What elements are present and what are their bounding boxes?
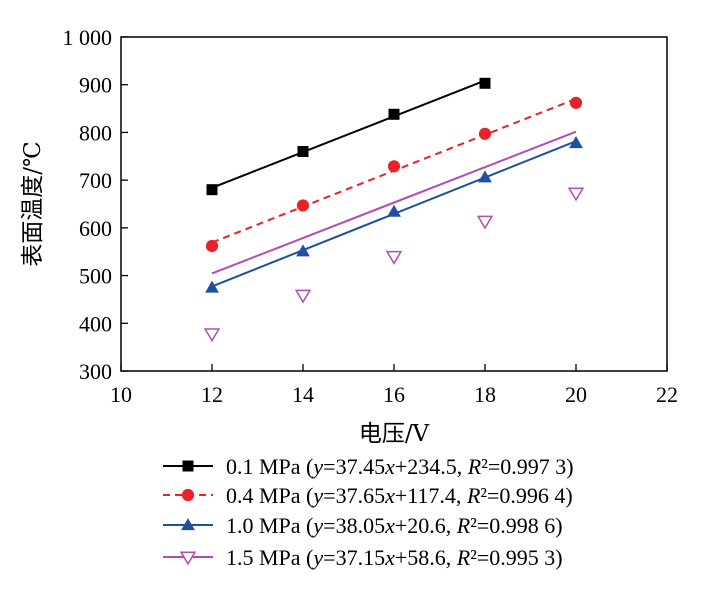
legend-label: 1.5 MPa (y=37.15x+58.6, R²=0.995 3) — [226, 545, 563, 570]
y-tick-label: 600 — [79, 216, 112, 241]
data-point-series-2 — [296, 244, 310, 257]
legend-entry-2: 1.0 MPa (y=38.05x+20.6, R²=0.998 6) — [163, 513, 563, 538]
data-point-series-0 — [206, 184, 218, 196]
y-axis-ticks: 300 400 500 600 700 800 900 1 000 — [63, 25, 128, 384]
data-point-series-2 — [478, 170, 492, 183]
x-axis-ticks: 10 12 14 16 18 20 22 — [110, 364, 678, 407]
x-tick-label: 10 — [110, 382, 132, 407]
x-tick-label: 12 — [201, 382, 223, 407]
data-point-series-2 — [569, 136, 583, 149]
x-tick-label: 22 — [656, 382, 678, 407]
data-point-series-1 — [569, 96, 583, 109]
data-point-series-0 — [388, 108, 400, 120]
y-tick-label: 900 — [79, 73, 112, 98]
y-tick-label: 300 — [79, 359, 112, 384]
data-points — [203, 77, 585, 343]
x-tick-label: 14 — [292, 382, 314, 407]
legend-label: 0.4 MPa (y=37.65x+117.4, R²=0.996 4) — [226, 483, 573, 508]
data-point-series-0 — [297, 146, 309, 158]
y-tick-label: 700 — [79, 168, 112, 193]
data-point-series-1 — [387, 160, 401, 173]
x-tick-label: 16 — [383, 382, 405, 407]
legend-entry-1: 0.4 MPa (y=37.65x+117.4, R²=0.996 4) — [163, 483, 573, 508]
legend-marker — [181, 488, 195, 502]
data-point-series-1 — [205, 239, 219, 253]
y-tick-label: 400 — [79, 311, 112, 336]
legend-marker — [179, 551, 197, 566]
legend-entry-0: 0.1 MPa (y=37.45x+234.5, R²=0.997 3) — [163, 454, 574, 479]
x-tick-label: 20 — [565, 382, 587, 407]
legend: 0.1 MPa (y=37.45x+234.5, R²=0.997 3) 0.4 … — [163, 454, 574, 570]
y-tick-label: 800 — [79, 120, 112, 145]
x-axis-title: 电压/V — [359, 421, 430, 447]
data-point-series-1 — [478, 127, 492, 140]
data-point-series-3 — [385, 250, 403, 265]
data-point-series-2 — [387, 204, 401, 217]
legend-marker — [181, 518, 195, 531]
legend-entry-3: 1.5 MPa (y=37.15x+58.6, R²=0.995 3) — [163, 545, 563, 570]
fit-line-series-3 — [211, 130, 577, 275]
x-tick-label: 18 — [474, 382, 496, 407]
data-point-series-1 — [296, 199, 310, 212]
data-point-series-0 — [479, 77, 491, 89]
data-point-series-3 — [567, 187, 585, 202]
data-point-series-3 — [294, 289, 312, 304]
legend-label: 0.1 MPa (y=37.45x+234.5, R²=0.997 3) — [226, 454, 574, 479]
y-axis-title: 表面温度/℃ — [20, 141, 46, 266]
plot-area — [120, 36, 668, 372]
y-tick-label: 500 — [79, 264, 112, 289]
data-point-series-3 — [476, 215, 494, 230]
data-point-series-3 — [203, 328, 221, 343]
data-point-series-2 — [205, 280, 219, 293]
fit-line-series-0 — [211, 79, 486, 189]
y-tick-label: 1 000 — [63, 25, 113, 50]
legend-label: 1.0 MPa (y=38.05x+20.6, R²=0.998 6) — [226, 513, 563, 538]
legend-marker — [182, 460, 194, 472]
